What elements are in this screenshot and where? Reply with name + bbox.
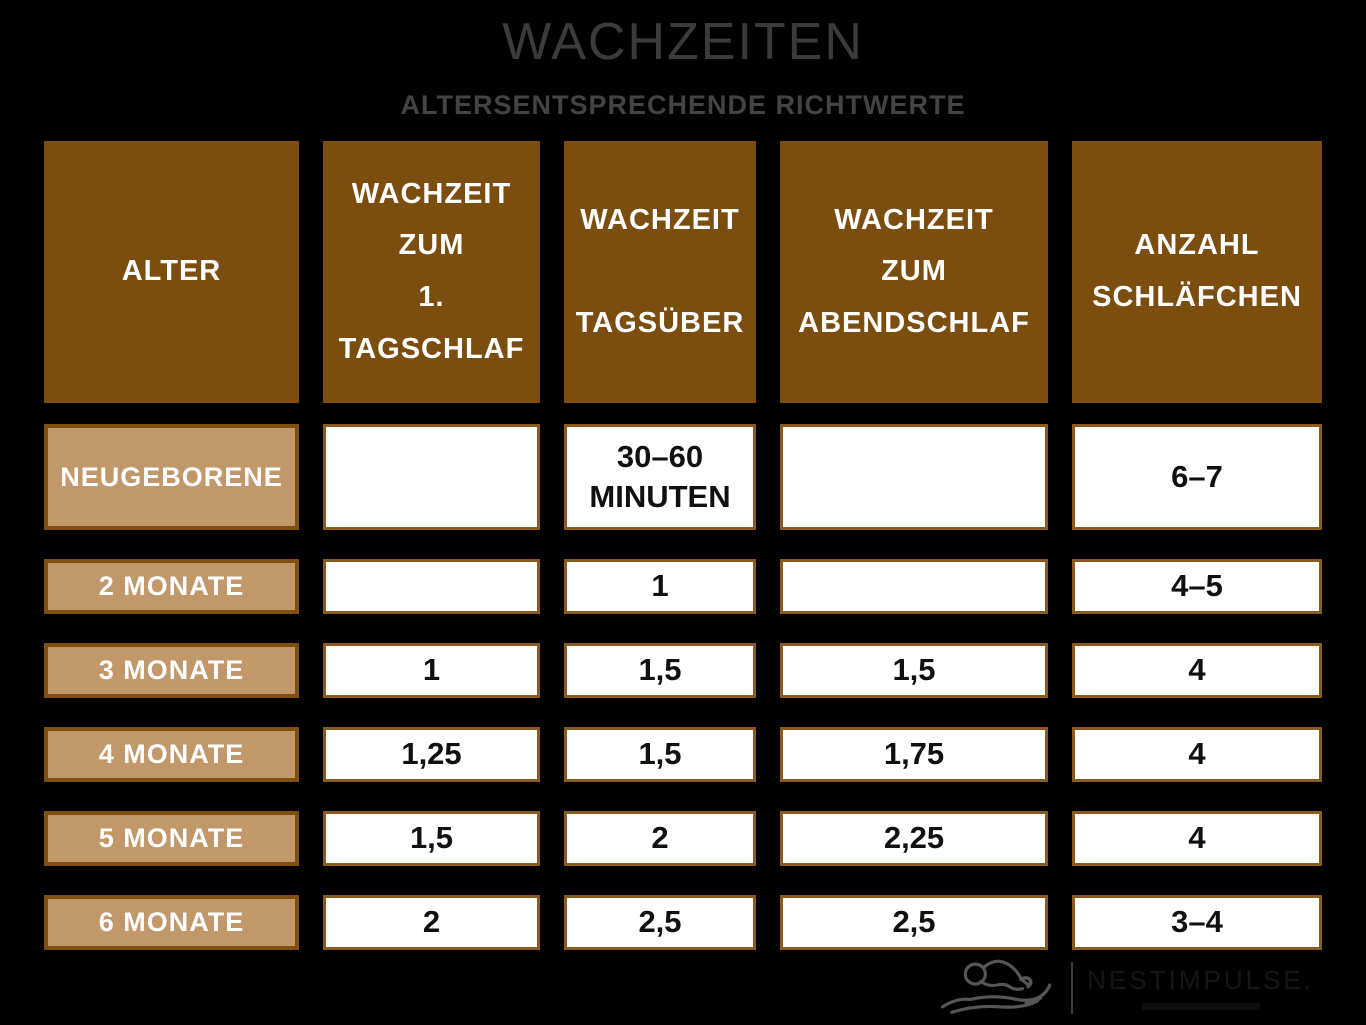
value-cell: 2 (564, 811, 756, 866)
value-cell: 4 (1072, 643, 1322, 698)
value-cell: 3–4 (1072, 895, 1322, 950)
value-cell (323, 559, 540, 614)
brand-logo: NESTIMPULSE. (939, 952, 1314, 1023)
table-row-2-monate: 2 MONATE 1 4–5 (44, 559, 1322, 614)
age-label-cell: 3 MONATE (44, 643, 299, 698)
hand-holding-baby-icon (939, 952, 1057, 1023)
title-block: WACHZEITEN ALTERSENTSPRECHENDE RICHTWERT… (0, 0, 1366, 121)
page-subtitle: ALTERSENTSPRECHENDE RICHTWERTE (400, 90, 966, 120)
value-cell: 1 (323, 643, 540, 698)
value-cell: 1,25 (323, 727, 540, 782)
value-cell: 1,5 (564, 727, 756, 782)
value-cell: 2,5 (780, 895, 1048, 950)
page-title: WACHZEITEN (502, 13, 864, 71)
value-cell: 1,5 (780, 643, 1048, 698)
value-cell (323, 424, 540, 530)
value-cell: 4 (1072, 727, 1322, 782)
header-cell-anzahl-schlaefchen: ANZAHL SCHLÄFCHEN (1072, 141, 1322, 403)
header-cell-wachzeit-abendschlaf: WACHZEIT ZUM ABENDSCHLAF (780, 141, 1048, 403)
age-label-cell: NEUGEBORENE (44, 424, 299, 530)
logo-tagline (1141, 1003, 1260, 1010)
value-cell: 6–7 (1072, 424, 1322, 530)
table-row-5-monate: 5 MONATE 1,5 2 2,25 4 (44, 811, 1322, 866)
table-row-3-monate: 3 MONATE 1 1,5 1,5 4 (44, 643, 1322, 698)
table-row-neugeborene: NEUGEBORENE 30–60 MINUTEN 6–7 (44, 424, 1322, 530)
value-cell: 1,75 (780, 727, 1048, 782)
value-cell: 1,5 (564, 643, 756, 698)
logo-brand-text: NESTIMPULSE. (1087, 965, 1314, 995)
header-cell-wachzeit-1-tagschlaf: WACHZEIT ZUM 1. TAGSCHLAF (323, 141, 540, 403)
age-label-cell: 2 MONATE (44, 559, 299, 614)
value-cell: 2 (323, 895, 540, 950)
value-cell: 1,5 (323, 811, 540, 866)
header-cell-alter: ALTER (44, 141, 299, 403)
header-cell-wachzeit-tagsueber: WACHZEIT TAGSÜBER (564, 141, 756, 403)
age-label-cell: 6 MONATE (44, 895, 299, 950)
value-cell: 4–5 (1072, 559, 1322, 614)
value-cell: 30–60 MINUTEN (564, 424, 756, 530)
age-label-cell: 5 MONATE (44, 811, 299, 866)
value-cell (780, 424, 1048, 530)
value-cell: 2,5 (564, 895, 756, 950)
table-header-row: ALTER WACHZEIT ZUM 1. TAGSCHLAF WACHZEIT… (44, 141, 1322, 403)
wachzeiten-table: ALTER WACHZEIT ZUM 1. TAGSCHLAF WACHZEIT… (44, 141, 1322, 950)
table-row-6-monate: 6 MONATE 2 2,5 2,5 3–4 (44, 895, 1322, 950)
value-cell (780, 559, 1048, 614)
age-label-cell: 4 MONATE (44, 727, 299, 782)
logo-divider (1071, 961, 1074, 1014)
table-row-4-monate: 4 MONATE 1,25 1,5 1,75 4 (44, 727, 1322, 782)
logo-text-column: NESTIMPULSE. (1087, 965, 1314, 1010)
value-cell: 4 (1072, 811, 1322, 866)
value-cell: 2,25 (780, 811, 1048, 866)
value-cell: 1 (564, 559, 756, 614)
